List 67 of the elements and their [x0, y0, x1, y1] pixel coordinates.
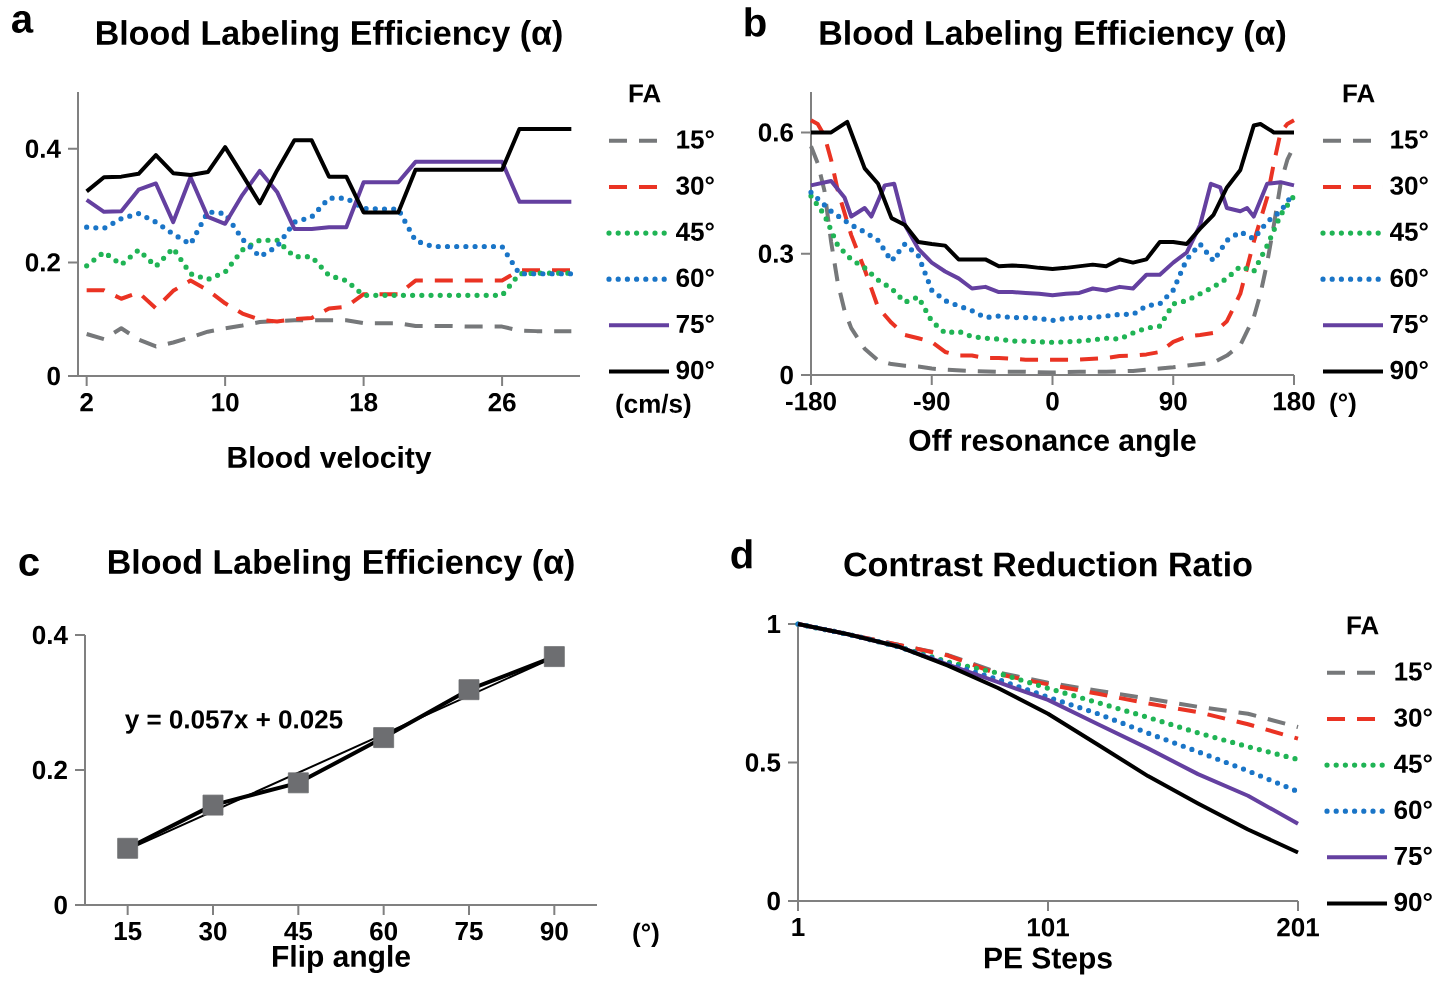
x-tick-label: -90 [913, 392, 950, 411]
text: b [745, 7, 766, 37]
x-tick-label: 1 [792, 918, 805, 936]
y-tick-label: 0.2 [32, 760, 67, 780]
legend-label: 90° [1394, 892, 1432, 912]
legend-label: 90° [1390, 360, 1428, 380]
text: d [731, 539, 752, 569]
legend-label: 45° [1390, 222, 1428, 241]
chart-title: Contrast Reduction Ratio [844, 551, 1252, 577]
y-tick-label: 0.4 [32, 625, 68, 645]
y-tick-label: 0 [54, 895, 67, 915]
legend-label: 45° [676, 222, 714, 241]
legend-label: 45° [1394, 754, 1432, 773]
legend-label: 15° [1391, 130, 1428, 149]
y-tick-label: 0.5 [745, 753, 781, 772]
x-tick-label: 60 [370, 922, 398, 941]
legend-title: FA [1343, 84, 1375, 103]
chart-title: Blood Labeling Efficiency (α) [820, 20, 1286, 52]
x-tick-label: 10 [212, 393, 239, 412]
legend-label: 60° [1394, 800, 1432, 820]
x-tick-label: 26 [488, 393, 516, 412]
text: (cm/s) [616, 393, 691, 419]
y-tick-label: 0 [47, 366, 60, 386]
x-axis-title: Flip angle [273, 944, 410, 974]
chart-title: Blood Labeling Efficiency (α) [108, 549, 574, 581]
text: a [12, 11, 34, 33]
legend-label: 60° [1390, 268, 1428, 288]
x-axis-title: Off resonance angle [909, 428, 1196, 458]
x-tick-label: 90 [540, 922, 568, 941]
y-tick-label: 0 [767, 891, 780, 911]
y-tick-label: 1 [768, 615, 781, 633]
annotation: y = 0.057x + 0.025 [125, 710, 343, 734]
y-tick-label: 0 [780, 365, 793, 385]
legend-label: 15° [677, 130, 714, 149]
x-tick-label: 201 [1277, 918, 1319, 937]
y-tick-label: 0.3 [758, 244, 793, 263]
x-tick-label: 101 [1027, 918, 1069, 937]
legend-label: 15° [1395, 662, 1432, 681]
legend-label: 30° [1390, 176, 1428, 195]
legend-label: 75° [676, 314, 714, 334]
y-tick-label: 0.6 [758, 123, 793, 142]
x-tick-label: 180 [1273, 392, 1315, 411]
legend-label: 90° [676, 360, 714, 380]
legend-label: 75° [1390, 314, 1428, 334]
x-tick-label: 45 [284, 922, 313, 941]
text: (°) [1330, 392, 1356, 418]
legend-title: FA [629, 84, 661, 103]
y-tick-label: 0.2 [25, 253, 60, 272]
text: c [19, 554, 39, 576]
legend-label: 30° [1394, 708, 1432, 727]
x-tick-label: 30 [199, 922, 227, 941]
legend-label: 60° [676, 268, 714, 288]
x-tick-label: 15 [114, 922, 142, 941]
x-tick-label: 75 [455, 922, 483, 941]
legend-label: 30° [676, 176, 714, 195]
x-tick-label: 18 [350, 393, 378, 412]
text: (°) [633, 922, 659, 948]
legend-title: FA [1347, 616, 1379, 635]
x-tick-label: -180 [785, 392, 836, 411]
legend-label: 75° [1394, 846, 1432, 866]
chart-title: Blood Labeling Efficiency (α) [96, 20, 562, 52]
x-tick-label: 0 [1046, 392, 1059, 411]
x-axis-title: PE Steps [984, 947, 1112, 975]
x-tick-label: 90 [1159, 392, 1187, 411]
x-tick-label: 2 [80, 393, 93, 412]
y-tick-label: 0.4 [25, 139, 61, 158]
x-axis-title: Blood velocity [228, 446, 432, 474]
